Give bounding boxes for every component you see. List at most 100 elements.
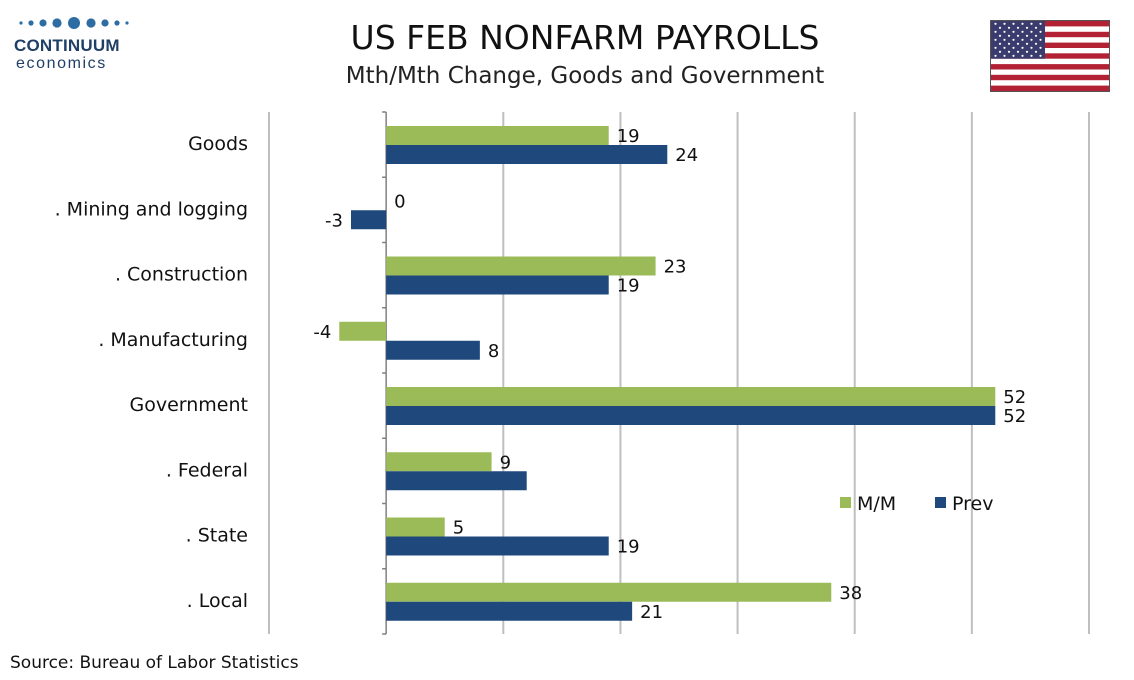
- flag-star: [1003, 38, 1006, 41]
- flag-star: [1039, 54, 1042, 57]
- flag-star: [1030, 30, 1033, 33]
- flag-star: [1007, 26, 1011, 29]
- data-label: 19: [617, 537, 640, 558]
- flag-star: [1007, 42, 1011, 45]
- us-flag-graphic: [991, 21, 1109, 91]
- bar-mm: [386, 256, 656, 276]
- flag-star: [1030, 46, 1033, 49]
- flag-star: [1016, 34, 1020, 37]
- flag-star: [1021, 22, 1024, 25]
- bar-mm: [386, 517, 445, 537]
- flag-star: [1007, 34, 1011, 37]
- data-label: -4: [313, 322, 331, 343]
- flag-star: [1016, 26, 1020, 29]
- data-label: 38: [839, 583, 862, 604]
- flag-star: [994, 38, 997, 41]
- data-label: 9: [500, 452, 511, 473]
- logo-dots-icon: [19, 17, 129, 29]
- chart-title: US FEB NONFARM PAYROLLS: [350, 18, 820, 57]
- category-label: . Mining and logging: [55, 198, 248, 220]
- flag-star: [1012, 46, 1015, 49]
- us-flag-icon: [990, 20, 1110, 92]
- data-label: 21: [640, 602, 663, 623]
- flag-star: [1039, 46, 1042, 49]
- category-label: Government: [130, 394, 249, 416]
- flag-star: [994, 22, 997, 25]
- flag-star: [1012, 30, 1015, 33]
- flag-star: [994, 30, 997, 33]
- flag-star: [1025, 50, 1029, 53]
- flag-star: [998, 50, 1002, 53]
- flag-star: [1007, 50, 1011, 53]
- category-label: . Construction: [115, 264, 248, 286]
- flag-star: [1039, 38, 1042, 41]
- data-label: 5: [453, 518, 464, 539]
- flag-star: [1025, 26, 1029, 29]
- logo-subname: economics: [16, 55, 107, 72]
- bar-prev: [386, 340, 480, 360]
- legend-label-prev: Prev: [952, 493, 993, 515]
- flag-star: [1039, 30, 1042, 33]
- category-label: . Federal: [166, 459, 248, 481]
- logo-name: CONTINUUM: [14, 36, 120, 55]
- flag-star: [998, 34, 1002, 37]
- flag-star: [1034, 34, 1038, 37]
- flag-star: [1003, 30, 1006, 33]
- flag-star: [1012, 38, 1015, 41]
- legend-swatch-mm: [840, 497, 851, 508]
- flag-star: [1034, 26, 1038, 29]
- flag-star: [1025, 34, 1029, 37]
- bar-prev: [386, 275, 609, 295]
- flag-star: [1034, 42, 1038, 45]
- data-label: -3: [325, 210, 343, 231]
- flag-star: [1021, 38, 1024, 41]
- category-label: . Manufacturing: [98, 329, 248, 351]
- data-label: 19: [617, 126, 640, 147]
- data-label: 24: [675, 145, 698, 166]
- category-label: . State: [186, 525, 248, 547]
- flag-star: [1003, 46, 1006, 49]
- flag-star: [1003, 22, 1006, 25]
- bar-mm: [386, 126, 609, 145]
- source-note: Source: Bureau of Labor Statistics: [10, 653, 299, 673]
- flag-star: [1021, 54, 1024, 57]
- flag-star: [1030, 38, 1033, 41]
- flag-star: [998, 26, 1002, 29]
- flag-star: [998, 42, 1002, 45]
- bar-prev: [386, 471, 527, 491]
- flag-star: [1025, 42, 1029, 45]
- category-label: Goods: [188, 133, 248, 155]
- flag-star: [1012, 54, 1015, 57]
- flag-star: [1030, 54, 1033, 57]
- chart-subtitle: Mth/Mth Change, Goods and Government: [345, 63, 825, 89]
- flag-star: [1021, 30, 1024, 33]
- flag-star: [1012, 22, 1015, 25]
- bar-mm: [386, 452, 492, 472]
- data-label: 19: [617, 276, 640, 297]
- flag-star: [994, 46, 997, 49]
- data-label: 23: [664, 257, 687, 278]
- bar-prev: [386, 145, 668, 164]
- data-label: 52: [1003, 387, 1026, 408]
- bar-prev: [386, 536, 609, 556]
- bar-mm: [386, 582, 832, 602]
- bar-mm: [339, 321, 387, 341]
- bar-prev: [386, 601, 633, 621]
- flag-star: [994, 54, 997, 57]
- flag-star: [1021, 46, 1024, 49]
- flag-star: [1039, 22, 1042, 25]
- legend-swatch-prev: [935, 497, 946, 508]
- flag-star: [1016, 42, 1020, 45]
- flag-star: [1030, 22, 1033, 25]
- data-label: 52: [1003, 406, 1026, 427]
- bar-prev: [351, 210, 387, 230]
- data-label: 8: [488, 341, 499, 362]
- category-label: . Local: [187, 590, 248, 612]
- bar-prev: [386, 406, 996, 425]
- continuum-logo: CONTINUUM economics: [14, 16, 134, 76]
- legend-label-mm: M/M: [857, 493, 896, 515]
- flag-star: [1034, 50, 1038, 53]
- flag-star: [1016, 50, 1020, 53]
- data-label: 0: [394, 191, 405, 212]
